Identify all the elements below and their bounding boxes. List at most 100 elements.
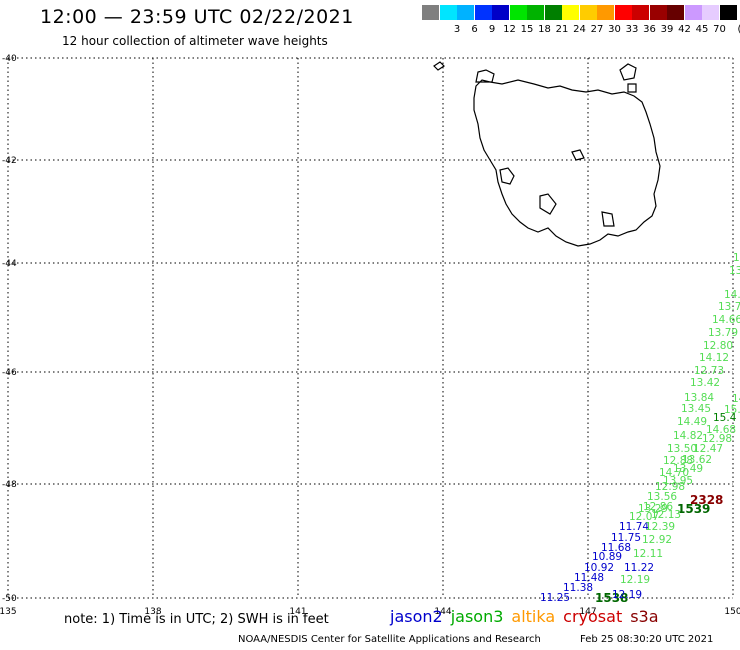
credit-line: NOAA/NESDIS Center for Satellite Applica… [238, 634, 541, 645]
wave-height-label: 13.42 [690, 377, 720, 389]
page-title: 12:00 — 23:59 UTC 02/22/2021 [40, 6, 354, 28]
wave-height-label: 11.68 [601, 542, 631, 554]
units-note: note: 1) Time is in UTC; 2) SWH is in fe… [64, 612, 329, 627]
scale-swatch [527, 5, 544, 20]
longitude-label: 138 [144, 607, 161, 617]
scale-swatch [457, 5, 474, 20]
map-grid: -40 -42 -44 -46 -48 -50 135 138 141 144 147 150 [0, 54, 740, 617]
scale-label: 30 [608, 24, 621, 35]
wave-height-label: 15.4 [713, 412, 737, 424]
wave-height-label: 12.19 [620, 574, 650, 586]
wave-height-label: 1538 [595, 591, 628, 605]
wave-height-label: 12.07 [629, 511, 659, 523]
wave-height-label: 12.13 [651, 509, 681, 521]
wave-height-label: 12.80 [703, 340, 733, 352]
wave-height-label: 14 [732, 393, 740, 405]
wave-height-label: 12.86 [643, 501, 673, 513]
wave-height-label: 14.68 [706, 424, 736, 436]
legend-altika: altika [511, 607, 556, 626]
wave-height-label: 12.73 [694, 365, 724, 377]
scale-label: 70 [713, 24, 726, 35]
scale-swatch [649, 5, 667, 20]
wave-height-label: 13.56 [647, 491, 677, 503]
wave-height-label: 13.62 [682, 454, 712, 466]
legend-cryosat: cryosat [563, 607, 623, 626]
wave-height-label: 1539 [677, 502, 710, 516]
wave-height-label: 12.47 [693, 443, 723, 455]
tasmania-coastline [433, 61, 661, 247]
wave-height-label: 13 [729, 265, 740, 277]
scale-label: 36 [643, 24, 656, 35]
latitude-label: -48 [2, 480, 17, 490]
scale-label: 27 [590, 24, 604, 35]
wave-height-label: 14.66 [712, 314, 740, 326]
scale-label: 12 [503, 24, 516, 35]
scale-swatch [422, 5, 439, 20]
scale-label: 21 [555, 24, 569, 35]
wave-height-label: 11.74 [619, 521, 649, 533]
wave-height-label: 14.12 [699, 352, 729, 364]
wave-height-label: 11.38 [563, 582, 593, 594]
latitude-label: -44 [2, 259, 17, 269]
wave-height-label: 2328 [690, 493, 723, 507]
wave-height-label: 10.92 [584, 562, 614, 574]
wave-height-label: 13.50 [667, 443, 697, 455]
longitude-label: 144 [434, 607, 451, 617]
scale-label: 42 [678, 24, 691, 35]
scale-swatch [579, 5, 597, 20]
wave-height-label: 12.92 [642, 534, 672, 546]
latitude-label: -46 [2, 368, 17, 378]
wave-height-label: 12.88 [663, 455, 693, 467]
scale-swatch [439, 5, 457, 20]
scale-label: 39 [660, 24, 674, 35]
scale-swatch [632, 5, 649, 20]
observations-layer: 1.1314.13.714.6613.7912.8014.1212.7313.4… [540, 252, 740, 605]
wave-height-label: 13.95 [663, 475, 693, 487]
scale-label: 9 [488, 24, 496, 35]
wave-height-label: 14. [724, 289, 740, 301]
wave-height-label: 12.19 [612, 589, 642, 601]
wave-height-label: 12.98 [702, 433, 732, 445]
wave-height-label: 10.89 [592, 551, 622, 563]
scale-label: 33 [625, 24, 639, 35]
wave-height-label: 15. [724, 404, 740, 416]
legend-jason3: jason3 [450, 607, 504, 626]
scale-swatch [702, 5, 719, 20]
wave-height-label: 13.79 [708, 327, 738, 339]
wave-height-label: 13.84 [684, 392, 714, 404]
scale-swatch [544, 5, 562, 20]
wave-height-label: 13.49 [673, 463, 703, 475]
scale-swatch [719, 5, 737, 20]
wave-height-label: 12.98 [655, 481, 685, 493]
wave-height-label: 11.22 [624, 562, 654, 574]
wave-height-label: 13.7 [718, 301, 740, 313]
scale-unit-label: (ft) [737, 24, 740, 35]
satellite-legend: jason2 jason3 altika cryosat s3a [390, 607, 667, 626]
longitude-label: 141 [289, 607, 306, 617]
scale-swatch [667, 5, 684, 20]
scale-swatch [474, 5, 492, 20]
wave-height-label: 14.70 [659, 467, 689, 479]
latitude-label: -50 [2, 594, 17, 604]
legend-s3a: s3a [630, 607, 659, 626]
wave-height-label: 11.48 [574, 572, 604, 584]
scale-label: 45 [695, 24, 709, 35]
scale-label: 15 [520, 24, 534, 35]
scale-swatch [509, 5, 527, 20]
longitude-label: 135 [0, 607, 17, 617]
wave-height-label: 14.82 [673, 430, 703, 442]
wave-height-label: 13.29 [638, 503, 668, 515]
latitude-label: -40 [2, 54, 17, 64]
wave-height-label: 13.45 [681, 403, 711, 415]
scale-swatch [684, 5, 702, 20]
latitude-label: -42 [2, 156, 17, 166]
scale-swatch [562, 5, 579, 20]
wave-height-label: 11.25 [540, 592, 570, 604]
scale-swatch [614, 5, 632, 20]
longitude-label: 147 [579, 607, 596, 617]
wave-height-label: 14.49 [677, 416, 707, 428]
wave-height-label: 12.39 [645, 521, 675, 533]
scale-label: 24 [573, 24, 586, 35]
scale-swatch [597, 5, 614, 20]
scale-label: 6 [471, 24, 478, 35]
